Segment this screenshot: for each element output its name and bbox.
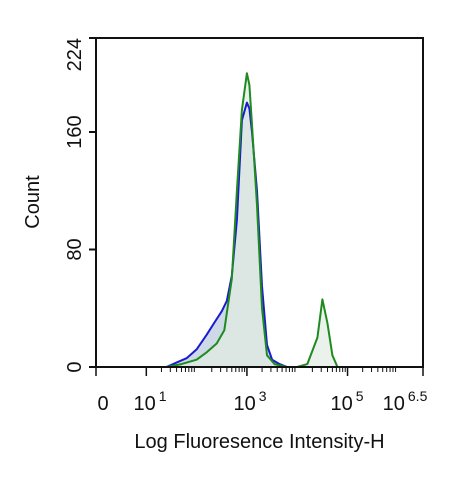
x-tick-label-2: 10 3	[233, 388, 266, 415]
x-tick-label-3: 10 5	[330, 388, 363, 415]
series-2-line	[111, 72, 348, 368]
series-1-line	[111, 101, 298, 368]
x-tick-label-1: 10 1	[133, 388, 166, 415]
y-tick-label-1: 80	[64, 238, 86, 260]
x-axis-title: Log Fluoresence Intensity-H	[134, 431, 384, 453]
plot-frame	[95, 37, 424, 368]
y-tick-label-2: 160	[64, 115, 86, 148]
x-tick-label-4: 10 6.5	[383, 388, 428, 415]
y-axis-title: Count	[22, 175, 44, 229]
y-tick-label-3: 224	[64, 38, 86, 71]
series-1-area	[111, 102, 298, 367]
y-tick-label-0: 0	[64, 361, 86, 372]
ticks-layer: 0 80 160 224 0 10 1 10 3 10 5 10 6.5	[64, 37, 428, 415]
series-2-area	[111, 73, 348, 368]
x-tick-label-0: 0	[97, 393, 108, 415]
series-layer	[111, 72, 348, 368]
